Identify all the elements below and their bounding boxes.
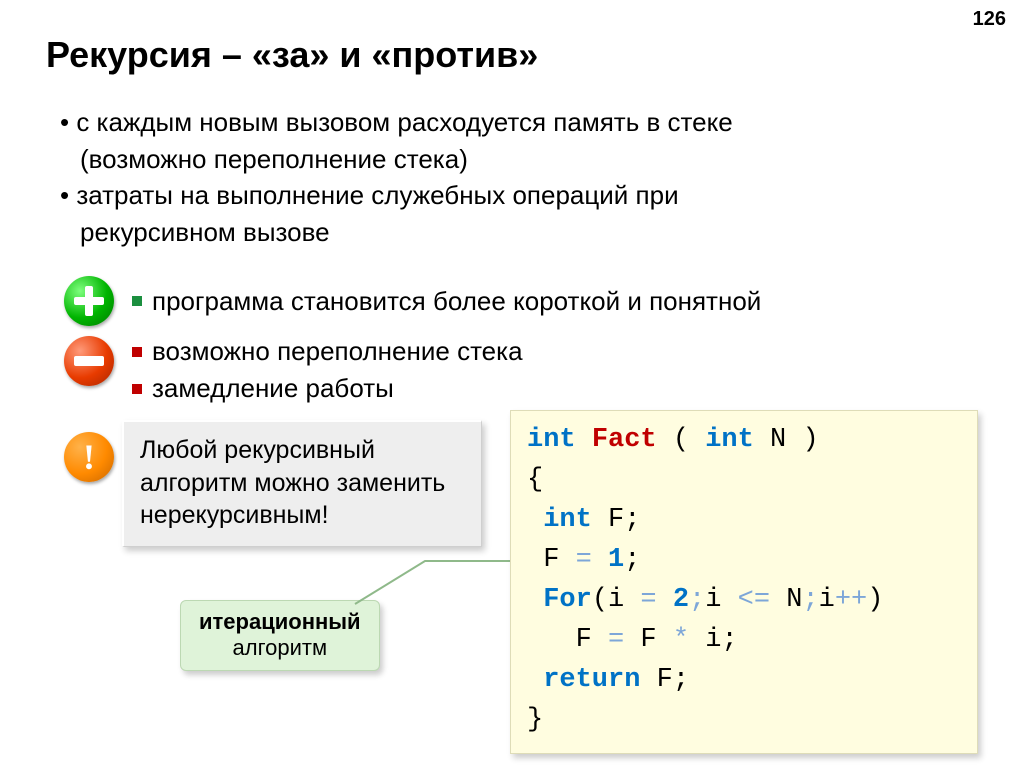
note-text: Любой рекурсивный алгоритм можно заменит… — [140, 436, 445, 529]
code-var-F-4: F — [640, 625, 656, 655]
code-kw-return: return — [543, 665, 640, 695]
square-bullet-icon — [132, 347, 142, 357]
slide-title: Рекурсия – «за» и «против» — [46, 34, 538, 76]
code-kw-int: int — [527, 425, 576, 455]
code-var-F-2: F — [543, 545, 559, 575]
tag-line-1: итерационный — [199, 609, 361, 634]
code-kw-int-2: int — [705, 425, 754, 455]
code-var-F: F — [608, 505, 624, 535]
bullet-2-line-1: • затраты на выполнение служебных операц… — [60, 179, 960, 212]
square-bullet-icon — [132, 384, 142, 394]
code-kw-int-3: int — [543, 505, 592, 535]
code-lit-2: 2 — [673, 585, 689, 615]
code-var-i: i — [608, 585, 624, 615]
code-close-brace: } — [527, 705, 543, 735]
tag-line-2: алгоритм — [233, 635, 328, 660]
bullet-2-line-2: рекурсивном вызове — [60, 216, 960, 249]
bullet-1-line-1: • с каждым новым вызовом расходуется пам… — [60, 106, 960, 139]
con-text-2: замедление работы — [152, 373, 394, 404]
code-fn-name: Fact — [592, 425, 657, 455]
pro-line-1: программа становится более короткой и по… — [132, 286, 761, 317]
minus-icon — [64, 336, 114, 386]
code-kw-for: For — [543, 585, 592, 615]
code-var-F-5: F — [657, 665, 673, 695]
con-line-2: замедление работы — [132, 373, 523, 404]
code-var-N: N — [770, 425, 786, 455]
code-lit-1: 1 — [608, 545, 624, 575]
exclamation-icon: ! — [64, 432, 114, 482]
tag-box: итерационный алгоритм — [180, 600, 380, 671]
pros-row: программа становится более короткой и по… — [64, 276, 761, 326]
plus-glyph — [72, 284, 106, 318]
code-var-F-3: F — [576, 625, 592, 655]
intro-bullets: • с каждым новым вызовом расходуется пам… — [60, 106, 960, 252]
code-var-N-2: N — [786, 585, 802, 615]
pro-text-1: программа становится более короткой и по… — [152, 286, 761, 317]
bullet-1-line-2: (возможно переполнение стека) — [60, 143, 960, 176]
plus-icon — [64, 276, 114, 326]
code-var-i-2: i — [705, 585, 721, 615]
square-bullet-icon — [132, 296, 142, 306]
page-number: 126 — [973, 8, 1006, 31]
note-box: Любой рекурсивный алгоритм можно заменит… — [122, 420, 482, 547]
code-var-i-4: i — [705, 625, 721, 655]
code-var-i-3: i — [819, 585, 835, 615]
con-text-1: возможно переполнение стека — [152, 336, 523, 367]
bang-icon-wrap: ! — [64, 432, 114, 482]
con-line-1: возможно переполнение стека — [132, 336, 523, 367]
code-box: int Fact ( int N ) { int F; F = 1; For(i… — [510, 410, 978, 754]
cons-row: возможно переполнение стека замедление р… — [64, 336, 523, 404]
code-open-brace: { — [527, 465, 543, 495]
